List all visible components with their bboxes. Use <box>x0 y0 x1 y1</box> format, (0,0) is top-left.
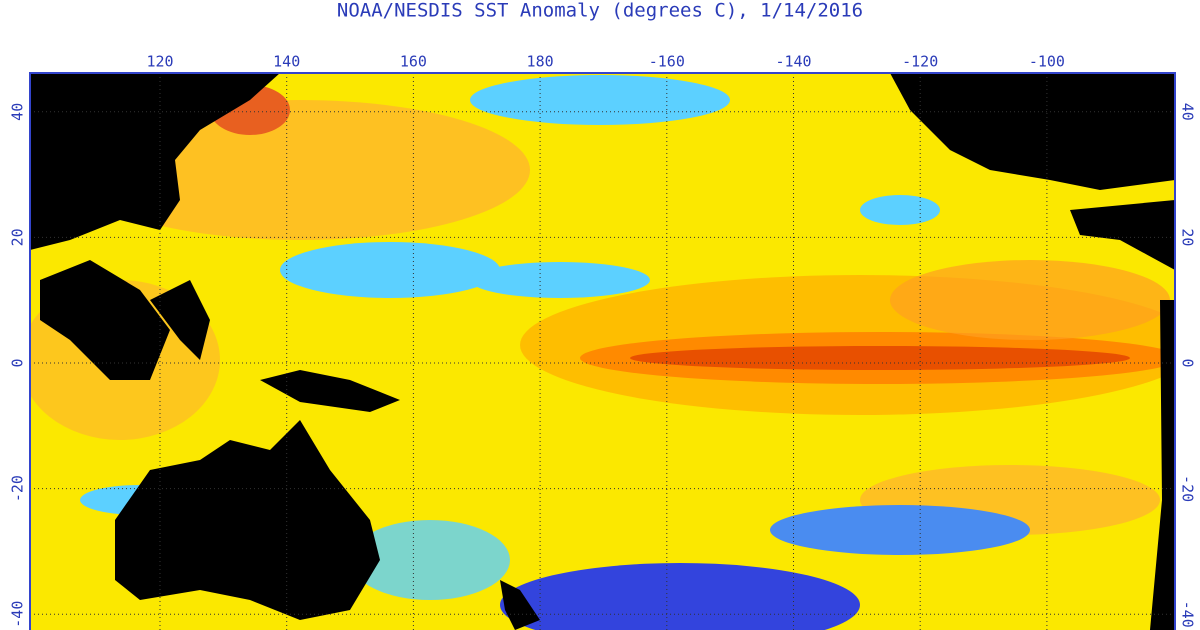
asia-land <box>30 73 280 250</box>
lat-tick-label: 40 <box>1179 103 1197 121</box>
lat-tick-label: -20 <box>1179 475 1197 502</box>
south-america-land <box>1150 300 1175 630</box>
sst-field <box>30 73 1175 630</box>
cool-area <box>350 520 510 600</box>
lat-tick-label: 20 <box>1179 228 1197 246</box>
lat-tick-label: 40 <box>9 103 27 121</box>
lon-tick-label: 160 <box>400 53 427 71</box>
map-frame <box>29 72 1176 630</box>
cold-area <box>500 563 860 630</box>
warm-area <box>890 260 1170 340</box>
mexico-land <box>1070 200 1175 270</box>
island-land <box>150 280 210 360</box>
cool-area <box>770 505 1030 555</box>
cool-area <box>470 262 650 298</box>
lon-tick-label: 120 <box>146 53 173 71</box>
north-america-land <box>890 73 1175 190</box>
lon-tick-label: -120 <box>902 53 938 71</box>
lon-tick-label: -100 <box>1029 53 1065 71</box>
lat-tick-label: 0 <box>9 358 27 367</box>
title: NOAA/NESDIS SST Anomaly (degrees C), 1/1… <box>337 0 863 22</box>
new-zealand-land <box>500 580 540 630</box>
lon-tick-label: -160 <box>649 53 685 71</box>
lat-tick-label: -40 <box>1179 601 1197 628</box>
indonesia-land <box>40 260 170 380</box>
cool-area <box>470 75 730 125</box>
lat-tick-label: 20 <box>9 228 27 246</box>
lat-tick-label: -40 <box>9 601 27 628</box>
graticule <box>30 73 1175 630</box>
cool-area <box>280 242 500 298</box>
lon-tick-label: 140 <box>273 53 300 71</box>
new-guinea-land <box>260 370 400 412</box>
cool-area <box>860 195 940 225</box>
lon-tick-label: -140 <box>775 53 811 71</box>
australia-land <box>115 420 380 620</box>
hot-area <box>630 346 1130 370</box>
lon-tick-label: 180 <box>527 53 554 71</box>
lat-tick-label: -20 <box>9 475 27 502</box>
lat-tick-label: 0 <box>1179 358 1197 367</box>
